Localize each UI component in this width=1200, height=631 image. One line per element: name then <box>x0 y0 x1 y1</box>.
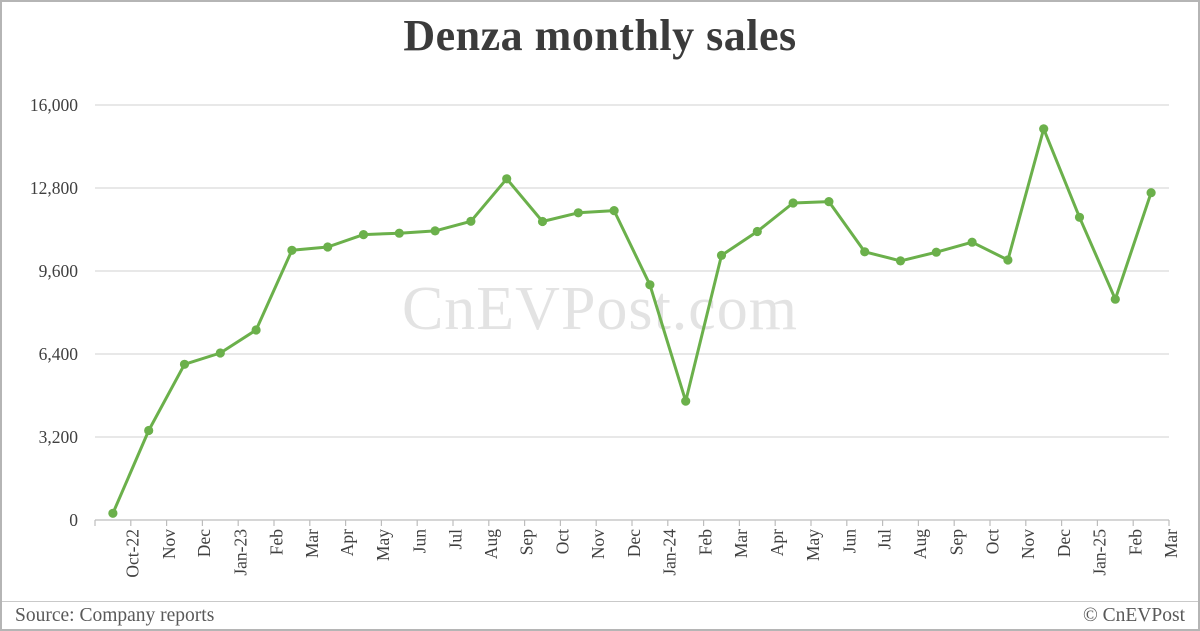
x-tick-label: Nov <box>588 529 609 560</box>
x-tick-label: Mar <box>301 529 322 559</box>
data-point-marker <box>394 228 404 238</box>
x-tick-label: Feb <box>266 529 287 556</box>
data-point-marker <box>430 226 440 236</box>
data-point-marker <box>144 425 154 436</box>
data-point-marker <box>860 247 870 257</box>
x-tick-label: Jul <box>874 529 895 550</box>
data-point-marker <box>502 174 512 184</box>
data-point-marker <box>967 237 977 247</box>
x-tick-label: May <box>373 529 394 562</box>
x-tick-label: Jan-23 <box>230 529 251 576</box>
x-tick-label: Nov <box>1017 529 1038 560</box>
y-tick-label: 16,000 <box>29 95 78 115</box>
x-tick-label: Aug <box>480 529 501 560</box>
x-tick-label: Jun <box>409 529 430 554</box>
y-tick-label: 3,200 <box>38 427 78 447</box>
x-tick-label: Oct <box>552 529 573 555</box>
chart-title: Denza monthly sales <box>403 11 797 60</box>
data-point-marker <box>573 208 583 218</box>
x-tick-label: Mar <box>1161 529 1182 559</box>
data-point-marker <box>1074 212 1085 222</box>
x-tick-label: Aug <box>910 529 931 560</box>
y-tick-label: 12,800 <box>29 178 78 198</box>
data-point-marker <box>287 245 297 255</box>
x-tick-label: Mar <box>731 529 752 559</box>
data-point-marker <box>215 348 225 358</box>
data-point-marker <box>1110 294 1120 304</box>
data-point-marker <box>1039 124 1049 134</box>
data-point-marker <box>179 359 190 369</box>
x-tick-label: Feb <box>695 529 716 556</box>
x-tick-label: Dec <box>1053 529 1074 558</box>
x-tick-label: Jun <box>838 529 859 554</box>
data-point-marker <box>323 242 333 252</box>
data-point-marker <box>251 325 261 335</box>
data-point-marker <box>752 226 762 237</box>
x-tick-label: Oct <box>982 529 1003 555</box>
x-tick-label: May <box>803 529 824 562</box>
x-tick-label: Dec <box>624 529 645 558</box>
y-tick-label: 0 <box>69 510 78 530</box>
data-point-marker <box>824 197 834 207</box>
x-tick-label: Sep <box>946 529 967 556</box>
data-point-marker <box>645 280 655 290</box>
series-line <box>111 127 1153 515</box>
x-tick-label: Sep <box>516 529 537 556</box>
data-point-marker <box>466 216 476 226</box>
x-tick-label: Oct-22 <box>122 529 143 578</box>
x-tick-label: Apr <box>337 529 358 557</box>
x-tick-label: Jan-24 <box>659 529 680 576</box>
x-tick-label: Jul <box>445 529 466 550</box>
x-tick-label: Nov <box>158 529 179 560</box>
x-tick-label: Dec <box>194 529 215 558</box>
data-point-marker <box>358 230 369 240</box>
data-point-marker <box>681 396 691 406</box>
data-point-marker <box>537 216 548 227</box>
y-tick-label: 6,400 <box>38 344 78 364</box>
data-point-marker <box>716 250 727 260</box>
x-tick-label: Jan-25 <box>1089 529 1110 576</box>
footer-bar: Source: Company reports © CnEVPost <box>2 601 1198 629</box>
watermark: CnEVPost.com <box>401 275 799 343</box>
data-point-marker <box>609 206 619 216</box>
data-point-marker <box>931 247 941 257</box>
x-tick-label: Feb <box>1125 529 1146 556</box>
data-point-marker <box>1146 188 1156 198</box>
data-point-marker <box>1003 255 1013 265</box>
x-tick-label: Apr <box>767 529 788 557</box>
source-note: Source: Company reports <box>15 604 215 626</box>
data-point-marker <box>788 198 798 208</box>
y-tick-label: 9,600 <box>38 261 78 281</box>
data-point-marker <box>895 256 906 266</box>
data-point-marker <box>108 508 118 518</box>
credit-note: © CnEVPost <box>1082 604 1185 626</box>
